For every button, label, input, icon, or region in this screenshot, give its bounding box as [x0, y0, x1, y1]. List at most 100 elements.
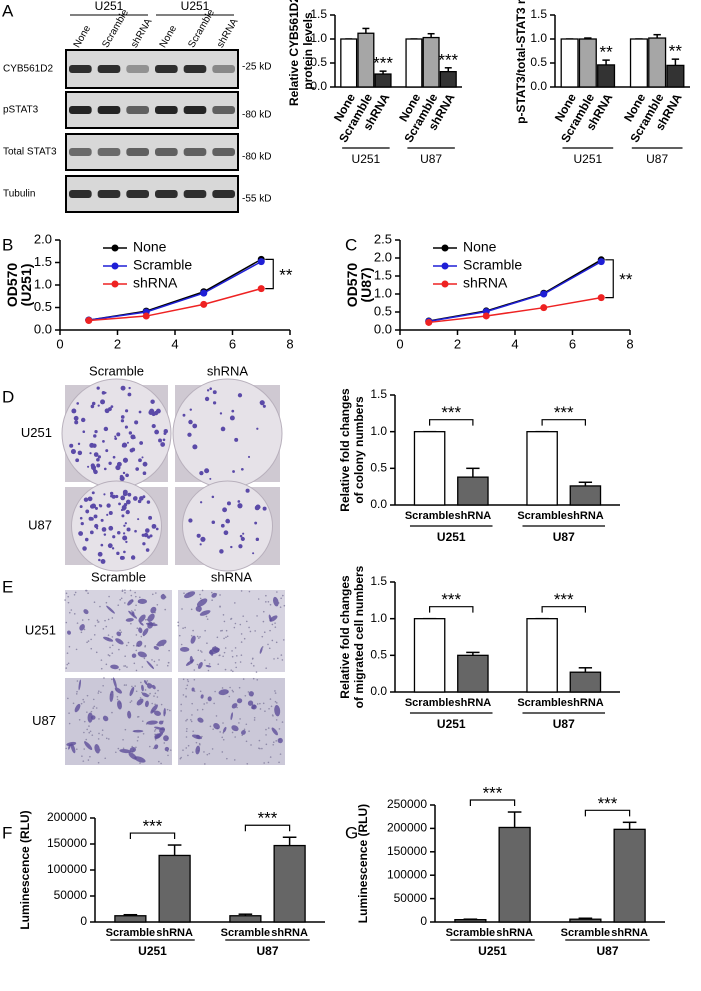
colony: [89, 530, 94, 535]
pore: [153, 695, 155, 697]
pore: [234, 602, 236, 604]
migration-photo: [178, 590, 285, 672]
pore: [156, 603, 159, 606]
y-tick-label: 1.5: [310, 7, 327, 21]
pore: [103, 677, 105, 679]
colony: [149, 534, 153, 538]
pore: [268, 647, 271, 650]
y-tick-label: 2.0: [374, 249, 392, 264]
blot-band: [97, 190, 121, 198]
y-axis-label-line: OD570: [4, 263, 20, 308]
pore: [234, 661, 237, 664]
colony: [122, 532, 126, 535]
point: [597, 258, 605, 266]
migrated-cell: [158, 720, 164, 725]
x-tick-label: shRNA: [567, 697, 604, 709]
pore: [199, 650, 202, 652]
pore: [89, 755, 91, 758]
pore: [198, 742, 201, 745]
x-tick-label: Scramble: [517, 697, 567, 709]
point: [200, 300, 208, 308]
colony: [125, 499, 131, 505]
pore: [129, 701, 132, 704]
y-axis-label-line: OD570: [344, 263, 360, 308]
pore: [209, 725, 212, 728]
migrated-cell: [144, 700, 149, 708]
pore: [206, 642, 208, 645]
point: [257, 258, 265, 266]
y-tick-label: 100000: [387, 867, 427, 881]
pore: [121, 590, 124, 592]
pore: [252, 677, 255, 680]
pore: [248, 626, 250, 629]
pore: [97, 621, 99, 623]
migrated-cell: [144, 680, 148, 685]
migrated-cell: [129, 686, 135, 697]
migrated-cell: [248, 691, 254, 697]
colony: [90, 404, 95, 409]
image-column-label: Scramble: [89, 363, 144, 378]
pore: [183, 592, 185, 595]
pore: [206, 753, 209, 756]
pore: [180, 643, 183, 646]
pore: [97, 692, 100, 694]
y-tick-label: 0.0: [374, 321, 392, 336]
colony: [97, 455, 101, 459]
colony: [121, 514, 125, 518]
colony: [118, 502, 121, 506]
pore: [267, 727, 270, 729]
colony: [112, 455, 116, 459]
blot-band: [183, 106, 207, 114]
y-tick-label: 150000: [47, 836, 87, 850]
pore: [124, 728, 127, 731]
pore: [258, 739, 261, 742]
pore: [105, 601, 108, 604]
point: [142, 312, 150, 320]
pore: [250, 662, 253, 665]
migrated-cell: [208, 647, 220, 655]
colony: [254, 505, 260, 511]
bar: [629, 38, 648, 88]
pore: [230, 618, 232, 620]
pore: [274, 622, 276, 624]
colony: [158, 438, 162, 443]
colony: [106, 503, 111, 508]
pore: [68, 712, 70, 714]
y-tick-label: 1.0: [530, 31, 547, 45]
legend-marker: [111, 244, 119, 252]
colony: [232, 470, 235, 473]
pore: [151, 702, 154, 705]
legend-marker: [441, 244, 449, 252]
pore: [261, 747, 263, 750]
pore: [85, 589, 88, 592]
colony: [155, 527, 159, 531]
pore: [127, 641, 130, 644]
colony: [93, 514, 98, 519]
migrated-cell: [129, 747, 136, 753]
pore: [180, 756, 182, 759]
pore: [134, 685, 136, 687]
legend-marker: [111, 262, 119, 270]
pore: [130, 622, 132, 625]
pore: [231, 650, 233, 652]
pore: [166, 708, 169, 711]
series-line: [88, 287, 262, 322]
pore: [271, 623, 274, 626]
colony: [138, 458, 142, 463]
colony: [82, 546, 87, 551]
pore: [238, 686, 241, 689]
group-label: U251: [138, 944, 167, 958]
migrated-cell: [236, 698, 243, 704]
pore: [267, 600, 270, 603]
blot-size-label: -80 kD: [242, 110, 271, 121]
group-label: U251: [437, 717, 466, 731]
series-line: [428, 296, 602, 324]
pore: [279, 753, 282, 755]
pore: [154, 692, 157, 695]
pore: [265, 594, 267, 597]
colony: [114, 437, 118, 441]
pore: [234, 736, 236, 738]
pore: [125, 644, 128, 647]
colony: [99, 504, 103, 508]
panel-label: G: [345, 823, 358, 842]
